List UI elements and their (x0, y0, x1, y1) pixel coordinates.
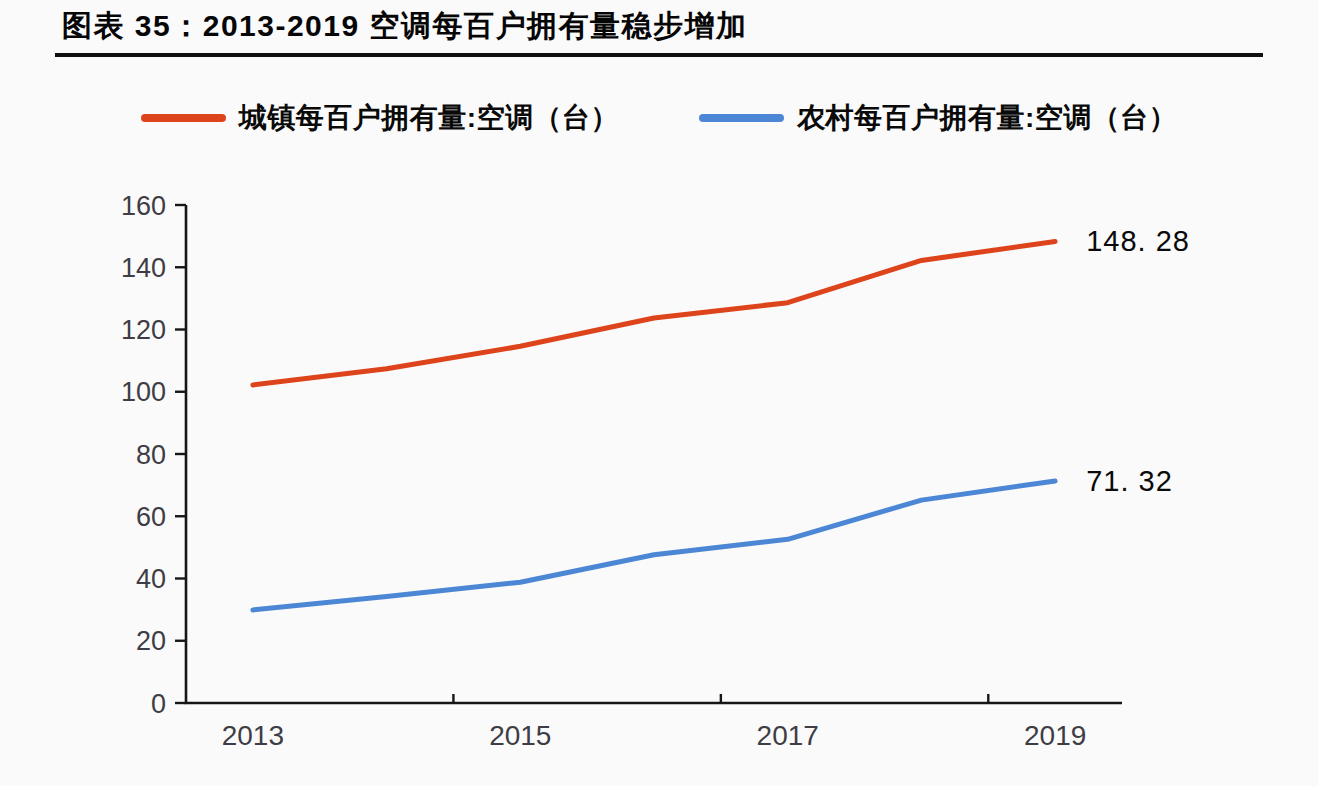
y-tick-label: 160 (121, 191, 166, 221)
line-chart: 0 20 40 60 80 100 120 140 160 2013 2015 2017 2019 148… (0, 160, 1318, 786)
axes (186, 205, 1122, 703)
series-end-label-urban: 148. 28 (1086, 225, 1190, 257)
series-end-label-rural: 71. 32 (1086, 465, 1173, 497)
y-tick-label: 140 (121, 253, 166, 283)
x-tick-label: 2013 (222, 720, 284, 751)
y-tick-label: 100 (121, 377, 166, 407)
y-tick-label: 80 (136, 440, 166, 470)
y-tick-label: 20 (136, 626, 166, 656)
x-tick-label: 2017 (757, 720, 819, 751)
y-tick-label: 40 (136, 564, 166, 594)
y-tick-label: 60 (136, 502, 166, 532)
legend-item-rural: 农村每百户拥有量:空调（台） (699, 99, 1177, 137)
x-tick-label: 2015 (489, 720, 551, 751)
title-underline (55, 53, 1263, 57)
legend-line-swatch-urban (141, 114, 226, 122)
series-line-urban (253, 242, 1055, 385)
series-line-rural (253, 481, 1055, 610)
legend-line-swatch-rural (699, 114, 784, 122)
chart-legend: 城镇每百户拥有量:空调（台） 农村每百户拥有量:空调（台） (0, 95, 1318, 141)
figure-title: 图表 35：2013-2019 空调每百户拥有量稳步增加 (62, 6, 748, 47)
legend-label-urban: 城镇每百户拥有量:空调（台） (239, 99, 619, 137)
y-tick-label: 120 (121, 315, 166, 345)
y-tick-label: 0 (151, 689, 166, 719)
legend-label-rural: 农村每百户拥有量:空调（台） (797, 99, 1177, 137)
x-tick-label: 2019 (1024, 720, 1086, 751)
legend-item-urban: 城镇每百户拥有量:空调（台） (141, 99, 619, 137)
